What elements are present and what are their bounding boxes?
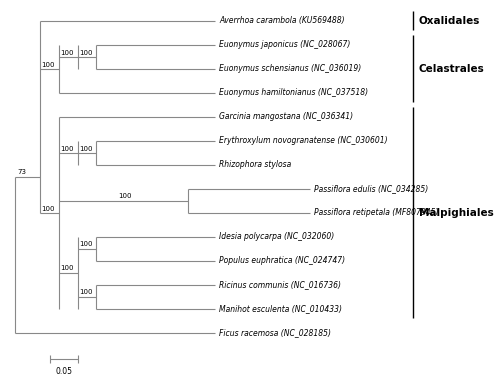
Text: Euonymus japonicus (NC_028067): Euonymus japonicus (NC_028067) — [219, 40, 350, 49]
Text: Celastrales: Celastrales — [418, 64, 484, 74]
Text: Euonymus schensianus (NC_036019): Euonymus schensianus (NC_036019) — [219, 64, 361, 73]
Text: Malpighiales: Malpighiales — [418, 207, 493, 218]
Text: 100: 100 — [42, 62, 55, 68]
Text: Oxalidales: Oxalidales — [418, 16, 480, 26]
Text: Manihot esculenta (NC_010433): Manihot esculenta (NC_010433) — [219, 304, 342, 313]
Text: 73: 73 — [17, 169, 26, 175]
Text: 100: 100 — [79, 146, 92, 152]
Text: Averrhoa carambola (KU569488): Averrhoa carambola (KU569488) — [219, 16, 344, 25]
Text: Garcinia mangostana (NC_036341): Garcinia mangostana (NC_036341) — [219, 112, 353, 121]
Text: Populus euphratica (NC_024747): Populus euphratica (NC_024747) — [219, 256, 345, 265]
Text: 100: 100 — [79, 290, 92, 295]
Text: 100: 100 — [42, 206, 55, 212]
Text: 100: 100 — [60, 50, 74, 56]
Text: Idesia polycarpa (NC_032060): Idesia polycarpa (NC_032060) — [219, 232, 334, 241]
Text: 0.05: 0.05 — [55, 367, 72, 377]
Text: 100: 100 — [79, 50, 92, 56]
Text: Erythroxylum novogranatense (NC_030601): Erythroxylum novogranatense (NC_030601) — [219, 136, 388, 145]
Text: Rhizophora stylosa: Rhizophora stylosa — [219, 160, 291, 169]
Text: Passiflora retipetala (MF807945): Passiflora retipetala (MF807945) — [314, 208, 438, 217]
Text: Ricinus communis (NC_016736): Ricinus communis (NC_016736) — [219, 280, 341, 289]
Text: 100: 100 — [60, 146, 74, 152]
Text: 100: 100 — [79, 241, 92, 247]
Text: Ficus racemosa (NC_028185): Ficus racemosa (NC_028185) — [219, 328, 331, 337]
Text: 100: 100 — [118, 193, 132, 199]
Text: Passiflora edulis (NC_034285): Passiflora edulis (NC_034285) — [314, 184, 428, 193]
Text: Euonymus hamiltonianus (NC_037518): Euonymus hamiltonianus (NC_037518) — [219, 88, 368, 97]
Text: 100: 100 — [60, 266, 74, 271]
